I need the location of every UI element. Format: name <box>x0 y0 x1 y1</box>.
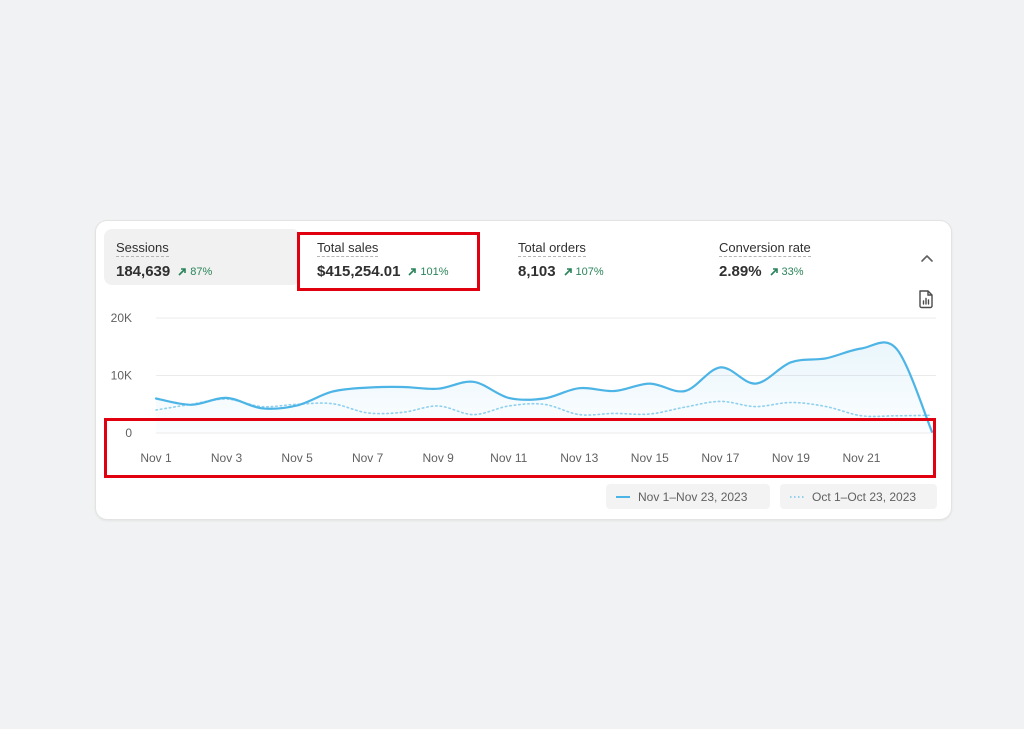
arrow-up-right-icon <box>563 267 572 276</box>
area-fill <box>156 342 932 433</box>
x-tick-label: Nov 21 <box>842 451 880 465</box>
x-tick-label: Nov 15 <box>631 451 669 465</box>
metric-label: Conversion rate <box>719 240 811 257</box>
solid-line-swatch <box>616 495 630 498</box>
metric-value: 184,639 <box>116 263 171 280</box>
x-tick-label: Nov 1 <box>140 451 172 465</box>
x-tick-label: Nov 9 <box>423 451 455 465</box>
metric-delta-value: 33% <box>781 265 804 278</box>
sessions-report-card: Sessions 184,639 87% Total sales $415,25… <box>95 220 952 520</box>
x-tick-label: Nov 13 <box>560 451 598 465</box>
metric-label: Sessions <box>116 240 169 257</box>
metric-delta-value: 101% <box>420 265 449 278</box>
sessions-line-chart: 0 10K 20K Nov 1 Nov 3 Nov 5 Nov 7 Nov 9 Nov 11 No… <box>111 311 936 465</box>
y-tick-label: 0 <box>125 426 132 440</box>
arrow-up-right-icon <box>178 267 187 276</box>
series-line-previous-period <box>155 398 933 418</box>
metric-delta: 101% <box>408 265 449 278</box>
metric-label: Total orders <box>518 240 586 257</box>
arrow-up-right-icon <box>408 267 417 276</box>
y-tick-label: 10K <box>111 369 132 383</box>
metric-tab-sessions[interactable]: Sessions 184,639 87% <box>104 229 300 285</box>
export-button[interactable] <box>917 289 935 309</box>
file-chart-icon <box>919 290 933 309</box>
series-line-current-period <box>154 341 934 433</box>
metric-value: 8,103 <box>518 263 556 280</box>
metric-delta: 87% <box>178 266 212 278</box>
metric-delta-value: 87% <box>190 265 213 278</box>
legend-item-previous-period[interactable]: Oct 1–Oct 23, 2023 <box>780 484 937 509</box>
metric-label: Total sales <box>317 240 379 257</box>
metric-tab-total-orders[interactable]: Total orders 8,103 107% <box>506 229 702 285</box>
metric-delta: 107% <box>563 265 604 278</box>
legend-label: Oct 1–Oct 23, 2023 <box>812 489 917 504</box>
x-tick-label: Nov 17 <box>701 451 739 465</box>
x-tick-label: Nov 7 <box>352 451 384 465</box>
x-tick-label: Nov 11 <box>490 451 527 465</box>
chevron-up-icon <box>921 255 933 262</box>
x-tick-label: Nov 19 <box>772 451 810 465</box>
metric-value: $415,254.01 <box>317 263 401 280</box>
x-tick-label: Nov 3 <box>211 451 243 465</box>
metric-tab-conversion-rate[interactable]: Conversion rate 2.89% 33% <box>707 229 903 285</box>
metric-tab-total-sales[interactable]: Total sales $415,254.01 101% <box>305 229 501 285</box>
metric-delta: 33% <box>769 265 804 278</box>
collapse-button[interactable] <box>917 249 937 269</box>
legend-item-current-period[interactable]: Nov 1–Nov 23, 2023 <box>606 484 770 509</box>
y-tick-label: 20K <box>111 311 132 325</box>
legend-label: Nov 1–Nov 23, 2023 <box>638 489 748 504</box>
metric-delta-value: 107% <box>575 265 604 278</box>
x-tick-label: Nov 5 <box>281 451 313 465</box>
dotted-line-swatch <box>790 495 804 498</box>
metric-value: 2.89% <box>719 263 762 280</box>
arrow-up-right-icon <box>769 267 778 276</box>
